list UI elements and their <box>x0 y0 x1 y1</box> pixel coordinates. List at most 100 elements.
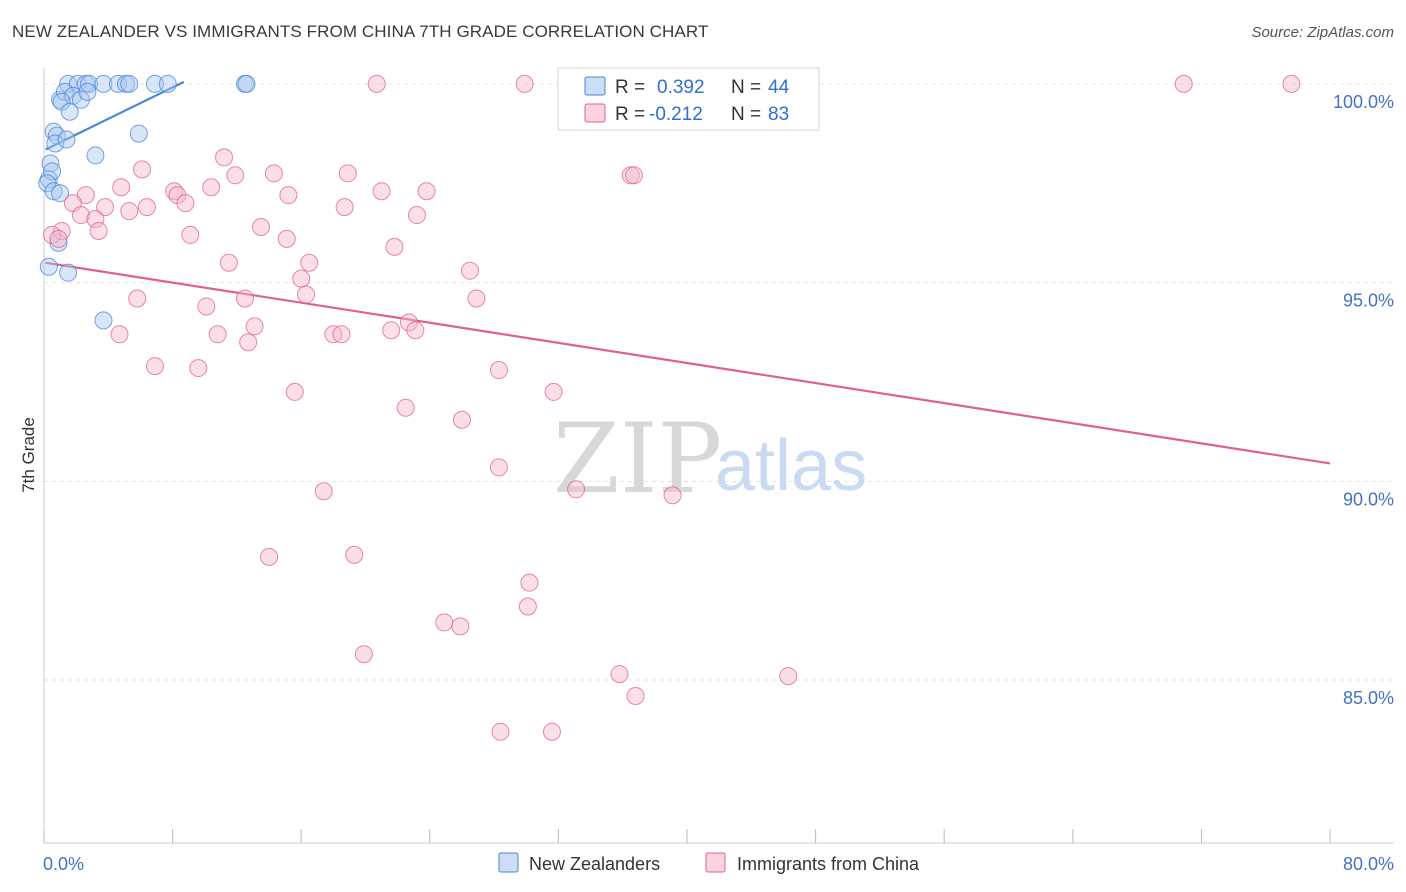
nz-point-18 <box>60 102 79 121</box>
china-point-67 <box>520 573 539 592</box>
y-tick-label-0: 100.0% <box>1333 92 1394 112</box>
china-point-23 <box>176 194 195 213</box>
china-point-35 <box>49 229 68 248</box>
china-point-7 <box>226 166 245 185</box>
china-point-71 <box>354 645 373 664</box>
china-point-74 <box>626 686 645 705</box>
china-point-70 <box>451 617 470 636</box>
chart-title: NEW ZEALANDER VS IMMIGRANTS FROM CHINA 7… <box>12 22 709 41</box>
data-points <box>38 74 1301 741</box>
china-point-59 <box>396 398 415 417</box>
legend-swatch-blue <box>584 76 606 96</box>
china-point-39 <box>128 289 147 308</box>
china-point-3 <box>1174 74 1193 93</box>
nz-point-27 <box>43 162 62 181</box>
axes <box>43 68 1394 844</box>
legend-r-value-2: -0.212 <box>649 104 703 125</box>
china-point-55 <box>189 359 208 378</box>
china-point-41 <box>235 289 254 308</box>
china-point-25 <box>407 206 426 225</box>
china-point-54 <box>145 357 164 376</box>
nz-point-4 <box>94 74 113 93</box>
china-point-28 <box>86 210 105 229</box>
china-point-58 <box>544 382 563 401</box>
china-point-43 <box>297 285 316 304</box>
china-point-57 <box>285 382 304 401</box>
watermark-zip: ZIP <box>553 403 722 515</box>
series-legend-label-pink: Immigrants from China <box>737 854 920 874</box>
nz-point-30 <box>51 184 70 203</box>
nz-point-22 <box>57 130 76 149</box>
china-point-27 <box>71 206 90 225</box>
legend-n-label-2: N = <box>731 104 761 125</box>
china-point-76 <box>542 722 561 741</box>
x-tick-max: 80.0% <box>1343 854 1394 874</box>
china-point-11 <box>76 186 95 205</box>
china-point-69 <box>435 613 454 632</box>
china-trend-line <box>45 261 1331 465</box>
china-point-33 <box>385 237 404 256</box>
nz-point-21 <box>46 134 65 153</box>
china-point-0 <box>367 74 386 93</box>
china-point-15 <box>202 178 221 197</box>
nz-point-8 <box>145 74 164 93</box>
nz-point-9 <box>158 74 177 93</box>
china-point-65 <box>260 547 279 566</box>
x-tick-min: 0.0% <box>43 854 84 874</box>
china-point-20 <box>96 198 115 217</box>
y-tick-label-2: 90.0% <box>1343 489 1394 509</box>
nz-point-29 <box>44 182 63 201</box>
china-point-9 <box>338 164 357 183</box>
series-legend-label-blue: New Zealanders <box>529 854 660 874</box>
y-tick-labels: 100.0% 95.0% 90.0% 85.0% <box>1333 92 1394 708</box>
china-point-56 <box>489 361 508 380</box>
source-label: Source: ZipAtlas.com <box>1251 24 1394 41</box>
china-point-66 <box>345 545 364 564</box>
series-legend-swatch-blue <box>498 852 519 873</box>
series-legend: New Zealanders Immigrants from China <box>498 852 920 874</box>
china-point-24 <box>335 198 354 217</box>
y-tick-label-1: 95.0% <box>1343 291 1394 311</box>
watermark-atlas: atlas <box>715 426 867 506</box>
nz-point-23 <box>129 124 148 143</box>
china-point-36 <box>219 253 238 272</box>
china-point-8 <box>264 164 283 183</box>
stats-legend: R = 0.392 N = 44 R = -0.212 N = 83 <box>557 67 820 131</box>
legend-r-value-1: 0.392 <box>657 77 705 98</box>
china-point-61 <box>489 458 508 477</box>
china-point-40 <box>197 297 216 316</box>
china-point-4 <box>1282 74 1301 93</box>
china-point-53 <box>406 321 425 340</box>
nz-point-32 <box>59 263 78 282</box>
china-point-42 <box>292 269 311 288</box>
china-point-44 <box>467 289 486 308</box>
china-point-38 <box>460 261 479 280</box>
nz-point-34 <box>94 311 113 330</box>
china-point-21 <box>120 202 139 221</box>
china-point-73 <box>779 667 798 686</box>
china-point-77 <box>624 166 643 185</box>
china-point-63 <box>567 480 586 499</box>
nz-point-7 <box>120 74 139 93</box>
china-point-60 <box>452 410 471 429</box>
china-point-62 <box>314 482 333 501</box>
china-point-6 <box>133 160 152 179</box>
china-point-5 <box>215 148 234 167</box>
y-axis-label: 7th Grade <box>19 417 38 493</box>
china-point-72 <box>610 665 629 684</box>
china-point-51 <box>382 321 401 340</box>
china-point-30 <box>181 225 200 244</box>
gridlines <box>44 83 1394 681</box>
china-point-46 <box>208 325 227 344</box>
china-point-31 <box>252 217 271 236</box>
china-point-17 <box>372 182 391 201</box>
nz-trend-line <box>45 80 185 151</box>
china-point-64 <box>663 486 682 505</box>
china-point-47 <box>239 333 258 352</box>
nz-point-24 <box>86 146 105 165</box>
series-legend-swatch-pink <box>705 852 726 873</box>
legend-swatch-pink <box>584 103 606 123</box>
nz-point-11 <box>237 74 256 93</box>
china-point-68 <box>518 597 537 616</box>
